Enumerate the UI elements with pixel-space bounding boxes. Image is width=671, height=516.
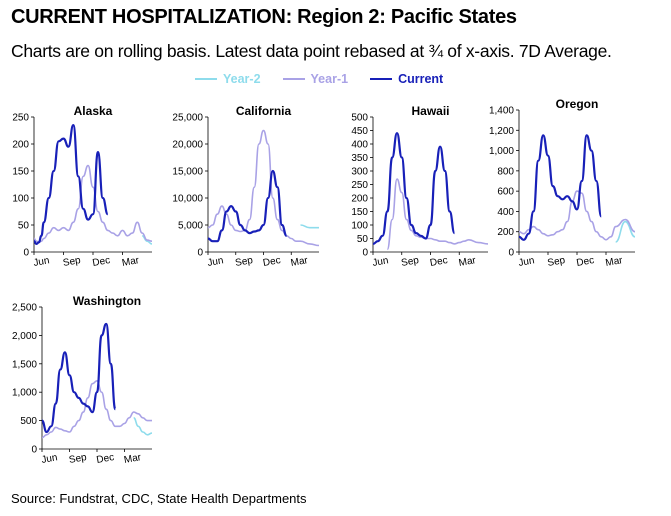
y-tick-label: 200 (497, 227, 514, 238)
x-tick-label: Sep (234, 255, 254, 269)
series-line-current (207, 169, 288, 243)
y-tick-label: 2,000 (12, 331, 37, 342)
series-line-current (33, 124, 109, 245)
y-tick-label: 250 (351, 180, 368, 191)
chart-title: Washington (73, 294, 141, 308)
series-line-year-1 (386, 178, 489, 251)
y-tick-label: 5,000 (178, 221, 203, 232)
y-tick-label: 1,000 (489, 146, 514, 157)
y-tick-label: 200 (12, 140, 29, 151)
y-tick-label: 0 (362, 248, 368, 259)
chart-washington: Washington 0 500 1,000 1,500 2,000 2,500 Jun Sep… (12, 294, 153, 466)
x-tick-label: Dec (429, 255, 448, 269)
legend-label-year-1: Year-1 (310, 72, 349, 86)
y-tick-label: 350 (351, 153, 368, 164)
x-tick-label: Mar (458, 255, 478, 269)
x-tick-label: Sep (400, 255, 420, 269)
x-tick-label: Jun (41, 452, 59, 466)
y-tick-label: 800 (497, 166, 514, 177)
series-line-year-1 (41, 380, 152, 439)
y-tick-label: 0 (197, 248, 203, 259)
legend: Year-2 Year-1 Current (195, 70, 465, 88)
y-tick-label: 50 (357, 234, 369, 245)
chart-title: Alaska (74, 104, 113, 118)
y-tick-label: 600 (497, 187, 514, 198)
series-line-year-2 (141, 235, 153, 245)
y-tick-label: 0 (31, 445, 37, 456)
series-line-current (41, 322, 117, 434)
legend-item-current: Current (370, 72, 443, 86)
x-tick-label: Dec (96, 452, 115, 466)
chart-title: Oregon (556, 97, 599, 111)
x-tick-label: Sep (62, 255, 82, 269)
legend-item-year-2: Year-2 (195, 72, 261, 86)
series-line-year-1 (207, 129, 320, 247)
series-line-current (372, 132, 456, 245)
y-tick-label: 450 (351, 126, 368, 137)
chart-title: Hawaii (411, 104, 449, 118)
y-tick-label: 0 (508, 248, 514, 259)
source-note: Source: Fundstrat, CDC, State Health Dep… (11, 491, 307, 506)
chart-alaska: Alaska 0 50 100 150 200 250 Jun Sep Dec Mar (12, 104, 153, 269)
y-tick-label: 400 (497, 207, 514, 218)
y-tick-label: 300 (351, 167, 368, 178)
y-tick-label: 50 (18, 221, 30, 232)
legend-label-year-2: Year-2 (223, 72, 261, 86)
chart-oregon: Oregon 0 200 400 600 800 1,000 1,200 1,400 Jun Sep… (489, 97, 636, 269)
chart-hawaii: Hawaii 0 50 100 150 200 250 300 350 400 450 500 Jun S… (351, 104, 489, 269)
x-tick-label: Sep (547, 255, 567, 269)
y-tick-label: 25,000 (172, 113, 203, 124)
x-tick-label: Jun (207, 255, 225, 269)
y-tick-label: 1,000 (12, 388, 37, 399)
legend-label-current: Current (398, 72, 444, 86)
y-tick-label: 10,000 (172, 194, 203, 205)
y-tick-label: 400 (351, 140, 368, 151)
legend-swatch-current (370, 78, 393, 80)
y-tick-label: 2,500 (12, 303, 37, 314)
series-line-year-2 (615, 220, 636, 243)
y-tick-label: 100 (12, 194, 29, 205)
legend-swatch-year-2 (195, 78, 217, 80)
y-tick-label: 150 (351, 207, 368, 218)
x-tick-label: Jun (518, 255, 536, 269)
x-tick-label: Mar (605, 255, 625, 269)
y-tick-label: 0 (23, 248, 29, 259)
y-tick-label: 15,000 (172, 167, 203, 178)
y-tick-label: 150 (12, 167, 29, 178)
y-tick-label: 200 (351, 194, 368, 205)
x-tick-label: Dec (576, 255, 595, 269)
page-title: CURRENT HOSPITALIZATION: Region 2: Pacif… (11, 6, 517, 28)
y-tick-label: 500 (20, 416, 37, 427)
page-subtitle: Charts are on rolling basis. Latest data… (11, 41, 612, 61)
y-tick-label: 250 (12, 113, 29, 124)
y-tick-label: 500 (351, 113, 368, 124)
series-line-current (518, 134, 603, 241)
x-tick-label: Mar (290, 255, 310, 269)
series-line-year-1 (518, 190, 636, 241)
y-tick-label: 20,000 (172, 140, 203, 151)
x-tick-label: Jun (33, 255, 51, 269)
x-tick-label: Jun (372, 255, 390, 269)
x-tick-label: Dec (92, 255, 111, 269)
series-line-year-2 (300, 224, 319, 229)
y-tick-label: 100 (351, 221, 368, 232)
y-tick-label: 1,200 (489, 126, 514, 137)
series-line-year-2 (133, 417, 153, 436)
y-tick-label: 1,500 (12, 359, 37, 370)
x-tick-label: Mar (121, 255, 141, 269)
series-line-year-1 (33, 164, 153, 244)
chart-title: California (236, 104, 292, 118)
x-tick-label: Dec (262, 255, 281, 269)
y-tick-label: 1,400 (489, 106, 514, 117)
legend-swatch-year-1 (282, 78, 305, 80)
legend-item-year-1: Year-1 (282, 72, 349, 86)
x-tick-label: Mar (123, 452, 143, 466)
x-tick-label: Sep (68, 452, 88, 466)
chart-california: California 0 5,000 10,000 15,000 20,000 25,000… (172, 104, 320, 269)
